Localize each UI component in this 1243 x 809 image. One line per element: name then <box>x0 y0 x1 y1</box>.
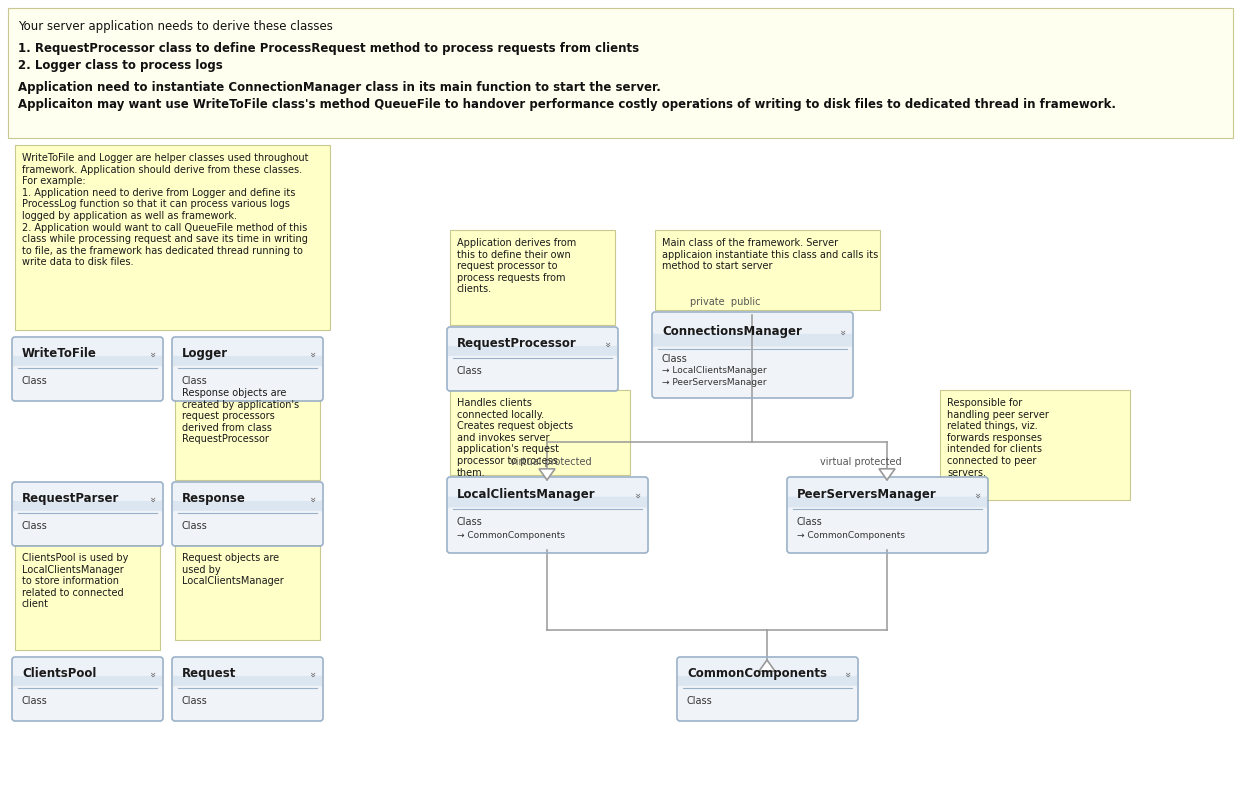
Text: Class: Class <box>22 697 47 706</box>
FancyBboxPatch shape <box>173 366 322 400</box>
Text: PeerServersManager: PeerServersManager <box>797 488 937 502</box>
Text: Class: Class <box>181 376 208 387</box>
Text: ClientsPool: ClientsPool <box>22 667 97 680</box>
Text: Class: Class <box>457 517 482 527</box>
Text: Applicaiton may want use WriteToFile class's method QueueFile to handover perfor: Applicaiton may want use WriteToFile cla… <box>17 98 1116 111</box>
Text: »: » <box>842 671 851 677</box>
FancyBboxPatch shape <box>173 338 322 370</box>
FancyBboxPatch shape <box>788 478 987 511</box>
FancyBboxPatch shape <box>173 510 322 545</box>
Bar <box>7 8 1233 138</box>
FancyBboxPatch shape <box>653 313 851 350</box>
Text: »: » <box>306 351 316 357</box>
Text: »: » <box>145 671 157 677</box>
Text: → LocalClientsManager: → LocalClientsManager <box>663 366 767 375</box>
FancyBboxPatch shape <box>447 328 617 360</box>
Text: RequestProcessor: RequestProcessor <box>457 337 577 350</box>
FancyBboxPatch shape <box>677 658 856 676</box>
Text: Response: Response <box>181 493 246 506</box>
Text: ConnectionsManager: ConnectionsManager <box>663 325 802 338</box>
Text: »: » <box>837 329 846 335</box>
Text: Class: Class <box>22 376 47 387</box>
Text: Class: Class <box>457 366 482 376</box>
FancyBboxPatch shape <box>173 686 322 720</box>
Bar <box>450 390 630 475</box>
FancyBboxPatch shape <box>447 478 648 511</box>
FancyBboxPatch shape <box>173 483 322 515</box>
Text: »: » <box>306 496 316 502</box>
Bar <box>655 230 880 310</box>
Polygon shape <box>759 660 774 671</box>
Text: 1. RequestProcessor class to define ProcessRequest method to process requests fr: 1. RequestProcessor class to define Proc… <box>17 42 639 55</box>
Text: private  public: private public <box>690 297 761 307</box>
FancyBboxPatch shape <box>653 346 851 397</box>
Text: Responsible for
handling peer server
related things, viz.
forwards responses
int: Responsible for handling peer server rel… <box>947 398 1049 477</box>
FancyBboxPatch shape <box>677 658 856 690</box>
Bar <box>15 145 329 330</box>
Text: → CommonComponents: → CommonComponents <box>797 531 905 540</box>
FancyBboxPatch shape <box>447 478 648 497</box>
Text: virtual protected: virtual protected <box>820 457 901 467</box>
Bar <box>175 545 319 640</box>
Text: Class: Class <box>181 697 208 706</box>
FancyBboxPatch shape <box>12 483 162 501</box>
Text: 2. Logger class to process logs: 2. Logger class to process logs <box>17 59 222 72</box>
FancyBboxPatch shape <box>788 507 987 552</box>
Text: CommonComponents: CommonComponents <box>687 667 827 680</box>
Text: Request: Request <box>181 667 236 680</box>
FancyBboxPatch shape <box>12 658 162 676</box>
Text: → PeerServersManager: → PeerServersManager <box>663 378 767 387</box>
FancyBboxPatch shape <box>12 686 162 720</box>
FancyBboxPatch shape <box>447 328 617 346</box>
Polygon shape <box>879 468 895 480</box>
Text: »: » <box>971 492 981 498</box>
Polygon shape <box>539 468 556 480</box>
Text: »: » <box>145 351 157 357</box>
Bar <box>175 380 319 480</box>
FancyBboxPatch shape <box>173 338 322 356</box>
Text: Main class of the framework. Server
applicaion instantiate this class and calls : Main class of the framework. Server appl… <box>663 238 879 271</box>
Text: → CommonComponents: → CommonComponents <box>457 531 566 540</box>
Text: WriteToFile and Logger are helper classes used throughout
framework. Application: WriteToFile and Logger are helper classe… <box>22 153 308 268</box>
FancyBboxPatch shape <box>12 338 162 356</box>
FancyBboxPatch shape <box>173 483 322 501</box>
FancyBboxPatch shape <box>12 658 162 690</box>
Bar <box>450 230 615 325</box>
Text: WriteToFile: WriteToFile <box>22 347 97 361</box>
Text: Your server application needs to derive these classes: Your server application needs to derive … <box>17 20 333 33</box>
Text: Handles clients
connected locally.
Creates request objects
and invokes server
ap: Handles clients connected locally. Creat… <box>457 398 573 477</box>
FancyBboxPatch shape <box>653 313 851 334</box>
Text: Class: Class <box>181 522 208 532</box>
Text: »: » <box>306 671 316 677</box>
FancyBboxPatch shape <box>173 658 322 690</box>
Text: Class: Class <box>22 522 47 532</box>
FancyBboxPatch shape <box>788 478 987 497</box>
FancyBboxPatch shape <box>677 686 856 720</box>
Text: »: » <box>602 341 612 347</box>
Text: Class: Class <box>797 517 823 527</box>
Text: Request objects are
used by
LocalClientsManager: Request objects are used by LocalClients… <box>181 553 283 587</box>
Text: Class: Class <box>687 697 712 706</box>
Text: Response objects are
created by application's
request processors
derived from cl: Response objects are created by applicat… <box>181 388 300 444</box>
Text: ClientsPool is used by
LocalClientsManager
to store information
related to conne: ClientsPool is used by LocalClientsManag… <box>22 553 128 609</box>
Text: LocalClientsManager: LocalClientsManager <box>457 488 595 502</box>
Text: »: » <box>145 496 157 502</box>
Bar <box>15 545 160 650</box>
FancyBboxPatch shape <box>173 658 322 676</box>
Text: Application derives from
this to define their own
request processor to
process r: Application derives from this to define … <box>457 238 577 294</box>
FancyBboxPatch shape <box>12 338 162 370</box>
FancyBboxPatch shape <box>12 366 162 400</box>
Text: »: » <box>631 492 641 498</box>
Text: Application need to instantiate ConnectionManager class in its main function to : Application need to instantiate Connecti… <box>17 81 661 94</box>
Text: RequestParser: RequestParser <box>22 493 119 506</box>
FancyBboxPatch shape <box>12 483 162 515</box>
FancyBboxPatch shape <box>12 510 162 545</box>
FancyBboxPatch shape <box>447 507 648 552</box>
Bar <box>940 390 1130 500</box>
Text: Class: Class <box>663 354 687 364</box>
Text: Logger: Logger <box>181 347 229 361</box>
FancyBboxPatch shape <box>447 356 617 390</box>
Text: virtual protected: virtual protected <box>510 457 592 467</box>
